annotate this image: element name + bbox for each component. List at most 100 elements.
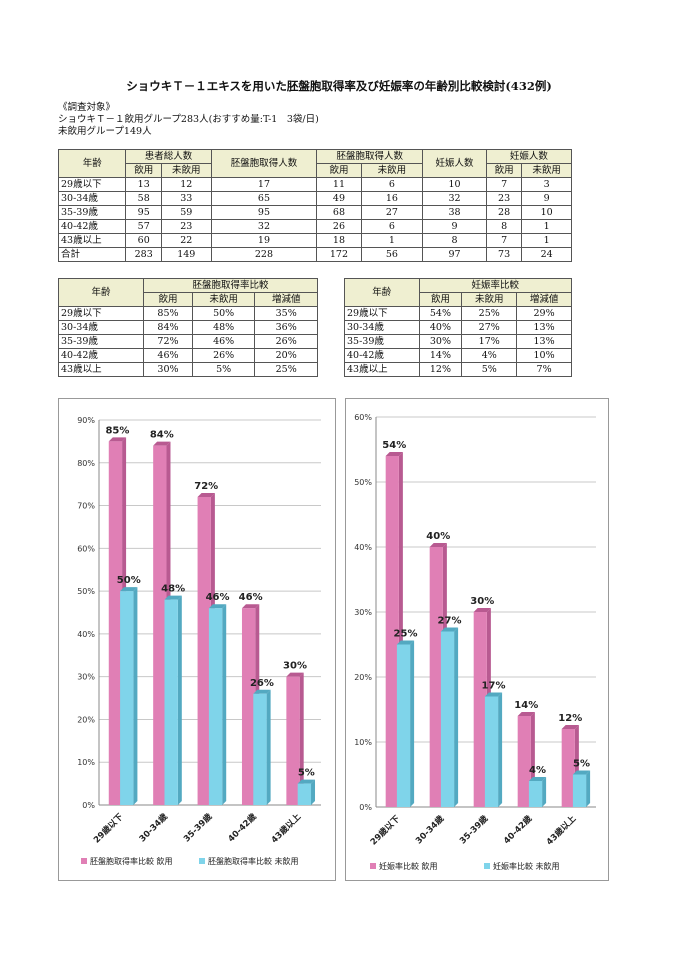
table-cell: 32 [210, 219, 318, 234]
table-cell: 72% [143, 334, 193, 349]
bar-side [266, 689, 271, 805]
sub-drink: 飲用 [485, 163, 523, 178]
bar [396, 644, 411, 807]
header-blast-rate: 胚盤胞取得率比較 [143, 278, 318, 293]
table-cell: 27% [461, 320, 518, 335]
row-label: 43歳以上 [57, 233, 127, 248]
header-blast: 胚盤胞取得人数 [210, 149, 318, 178]
legend-label: 胚盤胞取得率比較 未飲用 [208, 856, 299, 866]
row-label: 35-39歳 [57, 205, 127, 220]
row-label: 30-34歳 [57, 191, 127, 206]
table-row: 29歳以下 13 12 17 11 6 10 7 3 [57, 177, 572, 192]
table-cell: 95 [210, 205, 318, 220]
table-cell: 60 [125, 233, 162, 248]
bar [484, 696, 499, 807]
table-cell: 4% [461, 348, 518, 363]
table-row: 35-39歳 95 59 95 68 27 38 28 10 [57, 205, 572, 220]
bar [253, 693, 267, 805]
table-cell: 49 [316, 191, 362, 206]
bar-side [311, 779, 316, 805]
table-cell: 18 [316, 233, 362, 248]
table-cell: 95 [125, 205, 162, 220]
header-age: 年齢 [57, 149, 127, 178]
header-preg-people: 妊娠人数 [422, 149, 487, 178]
table-cell: 13% [516, 334, 572, 349]
table-cell: 56 [360, 247, 424, 262]
table-cell: 46% [191, 334, 256, 349]
table-cell: 1 [521, 219, 572, 234]
table-cell: 149 [160, 247, 212, 262]
x-tick-label: 40-42歳 [226, 811, 259, 844]
table-cell: 84% [143, 320, 193, 335]
row-label: 30-34歳 [344, 320, 420, 335]
bar [120, 591, 134, 805]
bar-top [572, 770, 591, 775]
bar [561, 729, 575, 807]
table-cell: 19 [210, 233, 318, 248]
row-label: 35-39歳 [57, 334, 145, 349]
y-tick-label: 60% [354, 413, 372, 422]
x-tick-label: 30-34歳 [137, 811, 170, 844]
table-cell: 10 [521, 205, 572, 220]
bar-top [241, 604, 260, 609]
bar [164, 599, 178, 805]
sub-drink: 飲用 [418, 292, 463, 307]
table-cell: 57 [125, 219, 162, 234]
table-row: 40-42歳 46% 26% 20% [57, 348, 318, 363]
intro-heading: 《調査対象》 [58, 102, 116, 113]
page-title: ショウキＴ－１エキスを用いた胚盤胞取得率及び妊娠率の年齢別比較検討(432例) [126, 79, 552, 93]
table-cell: 17% [461, 334, 518, 349]
bar-top [208, 604, 227, 609]
y-tick-label: 50% [354, 478, 372, 487]
table-cell: 6 [360, 177, 424, 192]
table-cell: 24 [521, 247, 572, 262]
bar-top [396, 640, 415, 645]
bar-top [253, 689, 271, 694]
bar-top [108, 437, 127, 442]
table-cell: 1 [360, 233, 424, 248]
bar-top [286, 672, 304, 677]
intro-drink-group: ショウキＴ－１飲用グループ283人(おすすめ量:T-1 3袋/日) [58, 114, 319, 125]
legend-label: 妊娠率比較 飲用 [379, 861, 438, 871]
y-tick-label: 90% [77, 416, 95, 425]
bar-side [410, 640, 415, 807]
table-cell: 13% [516, 320, 572, 335]
row-label: 29歳以下 [57, 177, 127, 192]
row-label: 合計 [57, 247, 127, 262]
bar-side [586, 770, 591, 807]
bar-top [164, 595, 182, 600]
table-cell: 16 [360, 191, 424, 206]
pregnancy-rate-chart: 0% 10% 20% 30% 40% 50% 60% 54% 25% 29歳以下 40% 27% 30-… [345, 398, 609, 881]
table-cell: 46% [143, 348, 193, 363]
y-tick-label: 50% [77, 587, 95, 596]
table-cell: 12% [418, 362, 463, 377]
table-cell: 30% [143, 362, 193, 377]
bar [572, 774, 587, 807]
y-tick-label: 10% [77, 758, 95, 767]
x-tick-label: 29歳以下 [368, 813, 403, 848]
data-label: 5% [298, 768, 315, 779]
table-cell: 25% [254, 362, 318, 377]
table-row: 30-34歳 58 33 65 49 16 32 23 9 [57, 191, 572, 206]
table-row: 43歳以上 30% 5% 25% [57, 362, 318, 377]
legend-swatch [484, 863, 490, 869]
table-cell: 73 [485, 247, 523, 262]
table-row: 30-34歳 84% 48% 36% [57, 320, 318, 335]
table-cell: 26% [191, 348, 256, 363]
bar-side [542, 777, 547, 807]
table-cell: 29% [516, 306, 572, 321]
row-label: 43歳以上 [344, 362, 420, 377]
bar [241, 608, 256, 805]
y-tick-label: 70% [77, 502, 95, 511]
table-cell: 3 [521, 177, 572, 192]
pregnancy-rate-chart-svg: 0% 10% 20% 30% 40% 50% 60% 54% 25% 29歳以下 40% 27% 30-… [354, 413, 596, 871]
table-row: 35-39歳 30% 17% 13% [344, 334, 572, 349]
table-row: 35-39歳 72% 46% 26% [57, 334, 318, 349]
table-row: 43歳以上 60 22 19 18 1 8 7 1 [57, 233, 572, 248]
bar-side [498, 692, 503, 807]
table-cell: 283 [125, 247, 162, 262]
table-cell: 1 [521, 233, 572, 248]
data-label: 5% [573, 759, 590, 770]
x-tick-label: 35-39歳 [457, 813, 490, 846]
data-label: 27% [438, 616, 462, 627]
